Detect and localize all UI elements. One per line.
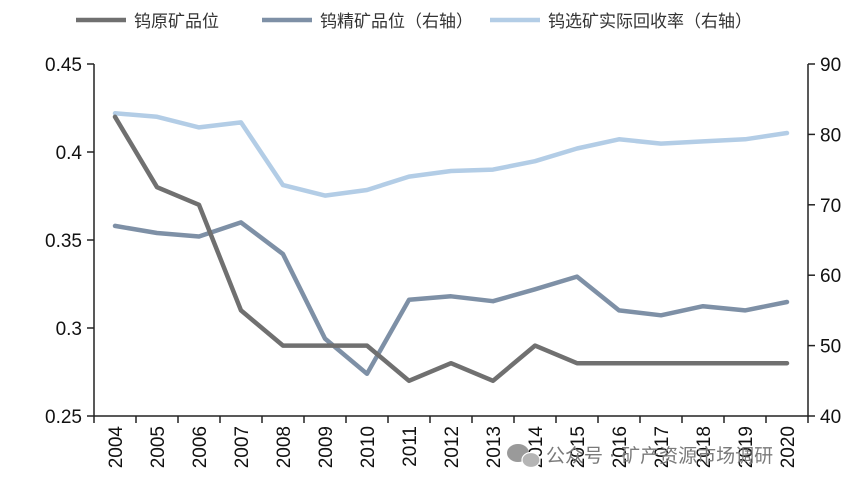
series-layer	[112, 111, 790, 384]
right-tick-label: 70	[820, 196, 841, 217]
x-tick-label: 2004	[106, 426, 127, 469]
x-tick-label: 2010	[358, 426, 379, 468]
series-line-recovery-rate	[112, 111, 790, 198]
right-axis-ticks: 40 50 60 70 80 90	[808, 55, 841, 428]
left-tick-label: 0.25	[45, 407, 82, 428]
x-tick-label: 2018	[694, 426, 715, 468]
right-tick-label: 80	[820, 125, 841, 146]
wechat-icon	[507, 444, 541, 469]
right-tick-label: 40	[820, 407, 841, 428]
legend-label-concentrate-grade: 钨精矿品位（右轴）	[320, 12, 473, 32]
left-tick-label: 0.4	[56, 143, 83, 164]
x-tick-label: 2015	[568, 426, 589, 468]
watermark-text: 公众号 · 矿产资源市场调研	[546, 445, 773, 467]
legend-label-raw-ore-grade: 钨原矿品位	[134, 12, 219, 32]
right-tick-label: 50	[820, 337, 841, 358]
left-tick-label: 0.45	[45, 55, 82, 76]
series-line-concentrate-grade	[112, 220, 790, 377]
left-tick-label: 0.3	[56, 319, 82, 340]
x-tick-label: 2007	[232, 426, 253, 468]
x-tick-label: 2020	[778, 426, 799, 468]
legend: 钨原矿品位 钨精矿品位（右轴） 钨选矿实际回收率（右轴）	[76, 12, 752, 32]
x-tick-label: 2016	[610, 426, 631, 468]
x-tick-label: 2006	[190, 426, 211, 468]
right-tick-label: 90	[820, 55, 841, 76]
legend-label-recovery-rate: 钨选矿实际回收率（右轴）	[548, 12, 752, 32]
watermark: 公众号 · 矿产资源市场调研	[507, 444, 773, 469]
x-tick-label: 2011	[400, 426, 421, 467]
x-tick-label: 2005	[148, 426, 169, 468]
x-tick-label: 2009	[316, 426, 337, 468]
x-tick-label: 2008	[274, 426, 295, 468]
left-tick-label: 0.35	[45, 231, 82, 252]
x-axis-ticks: 2004 2005 2006 2007 2008 2009 2010 2011 2012 2013…	[93, 416, 809, 469]
right-tick-label: 60	[820, 266, 841, 287]
x-tick-label: 2017	[652, 426, 673, 468]
x-tick-label: 2013	[484, 426, 505, 468]
left-axis-ticks: 0.25 0.3 0.35 0.4 0.45	[45, 55, 94, 428]
series-line-raw-ore-grade	[112, 114, 790, 384]
x-tick-label: 2019	[736, 426, 757, 468]
x-tick-label: 2012	[442, 426, 463, 468]
